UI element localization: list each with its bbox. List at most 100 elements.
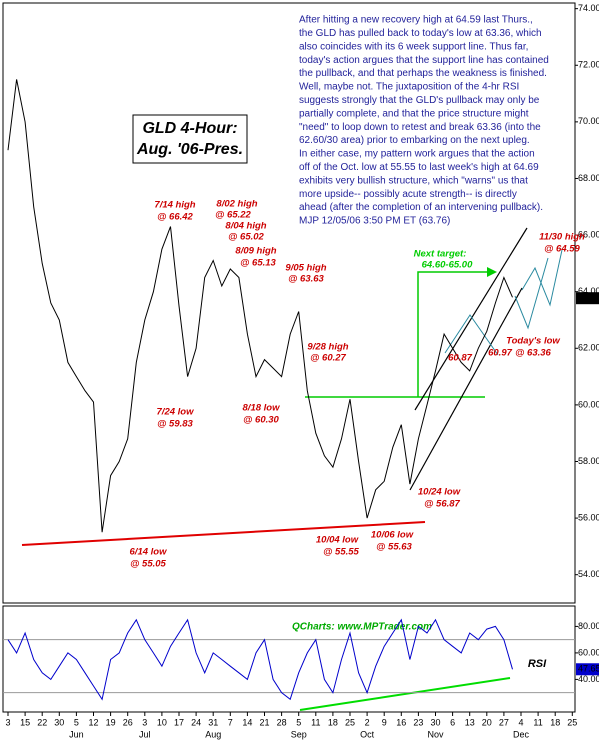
annotation: 8/18 low	[243, 403, 281, 414]
y-tick-label: 60.00	[578, 647, 599, 657]
commentary: exhibits very bullish structure, which "…	[299, 175, 528, 186]
x-tick-label: 22	[37, 717, 47, 727]
month-label: Jul	[139, 729, 151, 739]
y-tick-label: 58.00	[578, 456, 599, 466]
annotation: @ 63.63	[288, 274, 324, 285]
x-tick-label: 6	[450, 717, 455, 727]
annotation: @ 65.22	[215, 210, 251, 221]
commentary: more upside-- possibly acute strength-- …	[299, 189, 517, 200]
support-line	[21, 521, 426, 546]
annotation: @ 56.87	[424, 499, 460, 510]
x-tick-label: 11	[533, 717, 542, 727]
x-tick-label: 3	[5, 717, 10, 727]
x-tick-label: 4	[518, 717, 523, 727]
commentary: the GLD has pulled back to today's low a…	[299, 28, 542, 39]
annotation: @ 60.30	[243, 415, 279, 426]
x-tick-label: 20	[482, 717, 492, 727]
x-tick-label: 11	[311, 717, 320, 727]
annotation: 9/28 high	[307, 342, 348, 353]
annotation: 8/02 high	[216, 199, 257, 210]
annotation: 60.97	[488, 348, 512, 359]
x-tick-label: 28	[277, 717, 287, 727]
month-label: Aug	[205, 729, 221, 739]
commentary: ahead (after the completion of an interv…	[299, 202, 543, 213]
commentary: suggests strongly that the GLD's pullbac…	[299, 95, 540, 106]
chart-title: GLD 4-Hour:	[142, 120, 237, 137]
month-label: Dec	[513, 729, 530, 739]
commentary: partially complete, and that the price s…	[299, 108, 529, 119]
projection	[444, 314, 499, 356]
annotation: @ 55.63	[376, 542, 412, 553]
annotation: @ 65.02	[228, 232, 264, 243]
x-tick-label: 2	[365, 717, 370, 727]
month-label: Jun	[69, 729, 84, 739]
commentary: Well, maybe not. The juxtaposition of th…	[299, 82, 519, 93]
commentary: In either case, my pattern work argues t…	[299, 149, 535, 160]
annotation: Today's low	[506, 336, 560, 347]
x-tick-label: 12	[88, 717, 98, 727]
x-tick-label: 25	[345, 717, 355, 727]
x-tick-label: 9	[382, 717, 387, 727]
annotation: @ 66.42	[157, 212, 193, 223]
annotation: 8/09 high	[235, 246, 276, 257]
annotation: 8/04 high	[225, 221, 266, 232]
x-tick-label: 10	[157, 717, 167, 727]
last-value-box	[576, 663, 599, 676]
y-tick-label: 74.00	[578, 3, 599, 13]
annotation: @ 63.36	[515, 348, 551, 359]
x-tick-label: 3	[142, 717, 147, 727]
month-label: Nov	[427, 729, 444, 739]
month-label: Oct	[360, 729, 375, 739]
annotation: 10/04 low	[316, 535, 359, 546]
x-tick-label: 17	[174, 717, 184, 727]
annotation: @ 59.83	[157, 419, 193, 430]
x-tick-label: 18	[550, 717, 560, 727]
y-tick-label: 40.00	[578, 674, 599, 684]
x-tick-label: 23	[413, 717, 423, 727]
x-tick-label: 14	[242, 717, 252, 727]
annotation: 9/05 high	[285, 263, 326, 274]
x-tick-label: 30	[54, 717, 64, 727]
target-line	[417, 271, 492, 397]
x-tick-label: 25	[567, 717, 577, 727]
x-tick-label: 21	[259, 717, 269, 727]
commentary: the pullback, and that perhaps the weakn…	[299, 68, 547, 79]
month-label: Sep	[291, 729, 307, 739]
annotation: 10/24 low	[418, 487, 461, 498]
x-tick-label: 26	[123, 717, 133, 727]
y-tick-label: 70.00	[578, 116, 599, 126]
x-tick-label: 30	[430, 717, 440, 727]
commentary: off of the Oct. low at 55.55 to last wee…	[299, 162, 539, 173]
series-line	[7, 79, 513, 533]
x-tick-label: 13	[465, 717, 475, 727]
commentary: 62.60/30 area) prior to embarking on the…	[299, 135, 530, 146]
commentary: "need" to loop down to retest and break …	[299, 122, 541, 133]
x-tick-label: 18	[328, 717, 338, 727]
x-tick-label: 5	[296, 717, 301, 727]
commentary: After hitting a new recovery high at 64.…	[299, 15, 533, 26]
annotation: 7/14 high	[154, 200, 195, 211]
price-panel	[2, 2, 576, 604]
rsi-trendline	[299, 677, 511, 711]
x-tick-label: 19	[106, 717, 116, 727]
y-tick-label: 66.00	[578, 229, 599, 239]
x-tick-label: 15	[20, 717, 30, 727]
projection	[514, 257, 549, 330]
y-tick-label: 64.00	[578, 286, 599, 296]
annotation: 11/30 high	[539, 232, 585, 243]
target-arrow	[487, 267, 497, 277]
annotation: @ 60.27	[310, 353, 346, 364]
y-tick-label: 54.00	[578, 569, 599, 579]
y-tick-label: 80.00	[578, 621, 599, 631]
x-tick-label: 7	[228, 717, 233, 727]
source: QCharts: www.MPTrader.com	[292, 622, 432, 633]
y-tick-label: 72.00	[578, 60, 599, 70]
y-tick-label: 62.00	[578, 343, 599, 353]
target: Next target:	[414, 249, 467, 260]
target: 64.60-65.00	[422, 260, 473, 271]
chart-title: Aug. '06-Pres.	[136, 141, 243, 158]
annotation: 7/24 low	[157, 407, 195, 418]
last-value: 63.77	[578, 293, 599, 303]
annotation: @ 55.55	[323, 547, 359, 558]
